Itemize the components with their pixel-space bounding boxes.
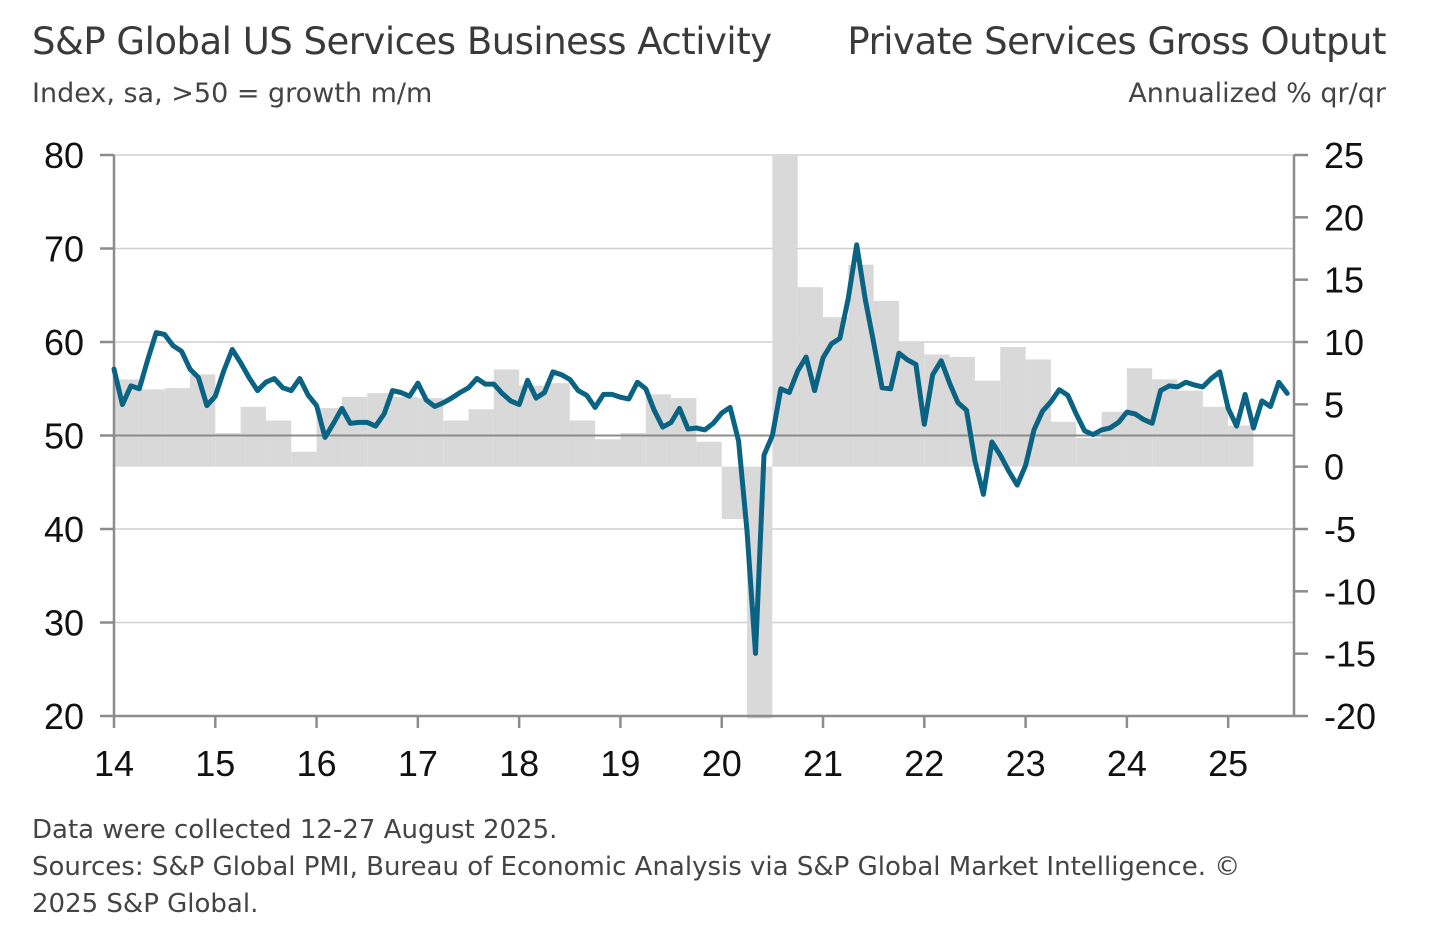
x-tick-label: 16	[297, 743, 337, 784]
gross-output-bar	[341, 396, 368, 467]
x-tick-label: 14	[94, 743, 134, 784]
gross-output-bars	[114, 155, 1254, 719]
x-tick-label: 24	[1107, 743, 1147, 784]
left-tick-label: 70	[44, 229, 84, 270]
right-axis-subtitle: Annualized % qr/qr	[1128, 78, 1386, 109]
x-tick-label: 15	[195, 743, 235, 784]
right-tick-label: -20	[1324, 696, 1376, 737]
gross-output-bar	[1152, 379, 1178, 467]
right-tick-label: 15	[1324, 260, 1364, 301]
left-tick-label: 60	[44, 322, 84, 363]
gross-output-bar	[468, 409, 494, 467]
gross-output-bar	[291, 451, 317, 467]
right-tick-label: -15	[1324, 634, 1376, 675]
gross-output-bar	[240, 406, 266, 467]
x-tick-label: 21	[803, 743, 843, 784]
left-axis-title: S&P Global US Services Business Activity	[32, 20, 772, 63]
x-tick-label: 22	[904, 743, 944, 784]
right-tick-label: 20	[1324, 197, 1364, 238]
left-tick-label: 80	[44, 135, 84, 176]
gross-output-bar	[1076, 437, 1102, 467]
gross-output-bar	[544, 383, 570, 467]
gross-output-bar	[417, 398, 444, 467]
gross-output-bar	[139, 389, 165, 467]
gross-output-bar	[569, 420, 596, 467]
gross-output-bar	[265, 420, 292, 467]
footnote: Data were collected 12-27 August 2025. S…	[32, 812, 1392, 923]
x-tick-label: 20	[702, 743, 742, 784]
right-tick-label: 25	[1324, 135, 1364, 176]
right-tick-label: 5	[1324, 384, 1344, 425]
left-tick-label: 20	[44, 696, 84, 737]
gross-output-bar	[848, 264, 874, 467]
footnote-collection-date: Data were collected 12-27 August 2025.	[32, 815, 558, 845]
gross-output-bar	[620, 433, 646, 467]
right-axis-title: Private Services Gross Output	[847, 20, 1386, 63]
left-axis-subtitle: Index, sa, >50 = growth m/m	[32, 78, 433, 109]
gross-output-bar	[595, 439, 621, 467]
left-tick-label: 40	[44, 509, 84, 550]
gross-output-bar	[493, 369, 520, 467]
gross-output-bar	[443, 420, 469, 467]
gridlines	[114, 154, 1294, 624]
right-tick-label: -5	[1324, 509, 1356, 550]
gross-output-bar	[392, 396, 418, 467]
gross-output-bar	[1228, 425, 1254, 467]
left-tick-label: 30	[44, 603, 84, 644]
x-tick-label: 19	[600, 743, 640, 784]
left-tick-label: 50	[44, 416, 84, 457]
gross-output-bar	[1202, 406, 1229, 467]
gross-output-bar	[696, 441, 722, 467]
axes	[100, 153, 1308, 728]
gross-output-bar	[645, 394, 672, 467]
footnote-copyright: 2025 S&P Global.	[32, 889, 259, 919]
pmi-line-layer	[111, 242, 1290, 656]
x-tick-label: 17	[398, 743, 438, 784]
footnote-sources: Sources: S&P Global PMI, Bureau of Econo…	[32, 852, 1241, 882]
gross-output-bar	[164, 388, 190, 467]
x-tick-label: 25	[1208, 743, 1248, 784]
pmi-business-activity-line	[111, 242, 1290, 656]
gross-output-bar	[1000, 346, 1026, 467]
right-tick-label: -10	[1324, 571, 1376, 612]
gross-output-bar	[873, 300, 899, 467]
right-tick-label: 10	[1324, 322, 1364, 363]
x-tick-label: 18	[499, 743, 539, 784]
x-tick-label: 23	[1006, 743, 1046, 784]
gross-output-bar	[215, 433, 241, 467]
gross-output-bar	[671, 398, 697, 467]
gross-output-bar	[1177, 390, 1203, 467]
gross-output-bar	[1050, 421, 1077, 467]
right-tick-label: 0	[1324, 447, 1344, 488]
